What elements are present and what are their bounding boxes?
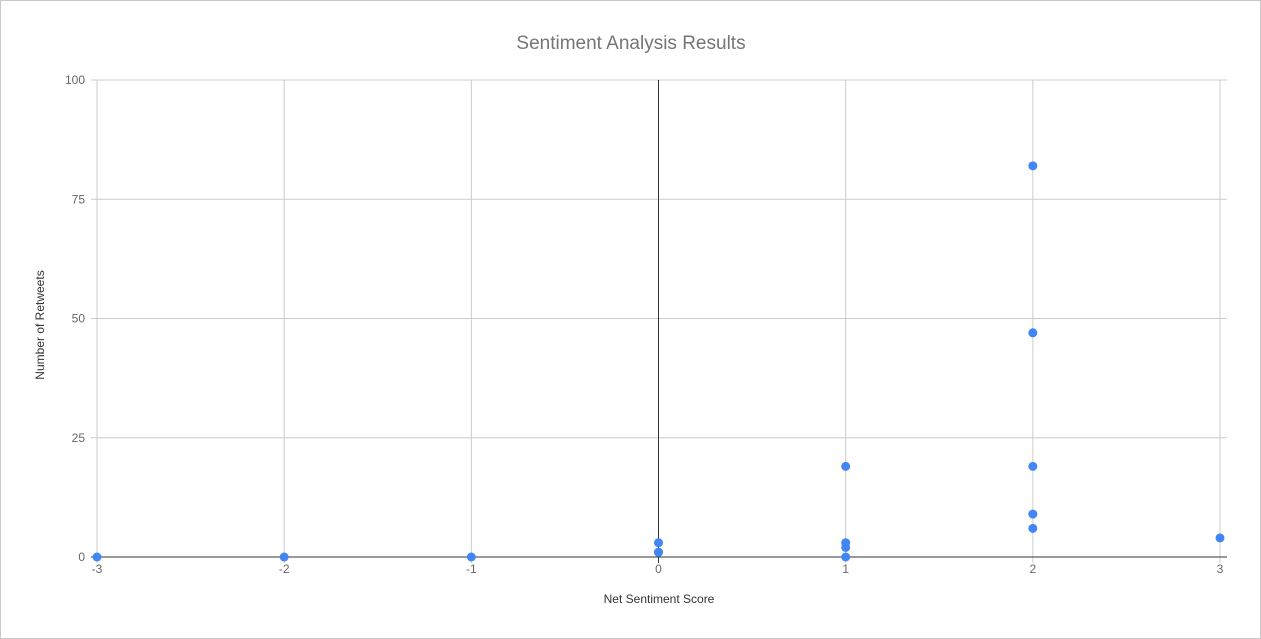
data-point <box>1215 533 1225 543</box>
data-points <box>92 161 1225 562</box>
data-point <box>1028 328 1038 338</box>
y-tick-label: 25 <box>72 431 86 445</box>
data-point <box>279 552 289 562</box>
data-point <box>466 552 476 562</box>
data-point <box>654 547 663 557</box>
x-tick-label: 2 <box>1029 562 1036 576</box>
x-tick-label: 0 <box>655 562 662 576</box>
axes <box>91 80 1227 563</box>
x-axis-label: Net Sentiment Score <box>604 592 715 606</box>
y-tick-label: 100 <box>65 73 85 87</box>
data-point <box>841 552 851 562</box>
x-tick-label: 1 <box>842 562 849 576</box>
data-point <box>1028 509 1038 519</box>
y-tick-label: 50 <box>72 312 86 326</box>
data-point <box>654 538 663 548</box>
y-tick-label: 75 <box>72 192 86 206</box>
y-axis-label: Number of Retweets <box>33 270 47 379</box>
data-point <box>1028 523 1038 533</box>
y-tick-label: 0 <box>78 550 85 564</box>
x-tick-label: -1 <box>466 562 477 576</box>
data-point <box>92 552 102 562</box>
x-tick-label: -3 <box>92 562 103 576</box>
data-point <box>1028 461 1038 471</box>
data-point <box>841 542 851 552</box>
tick-labels: 0 25 50 75 100 -3 -2 -1 0 1 2 3 <box>65 73 1224 576</box>
gridlines <box>91 79 1227 563</box>
data-point <box>1028 161 1038 171</box>
chart-title: Sentiment Analysis Results <box>516 33 745 54</box>
data-point <box>841 461 851 471</box>
x-tick-label: -2 <box>279 562 290 576</box>
x-tick-label: 3 <box>1217 562 1224 576</box>
